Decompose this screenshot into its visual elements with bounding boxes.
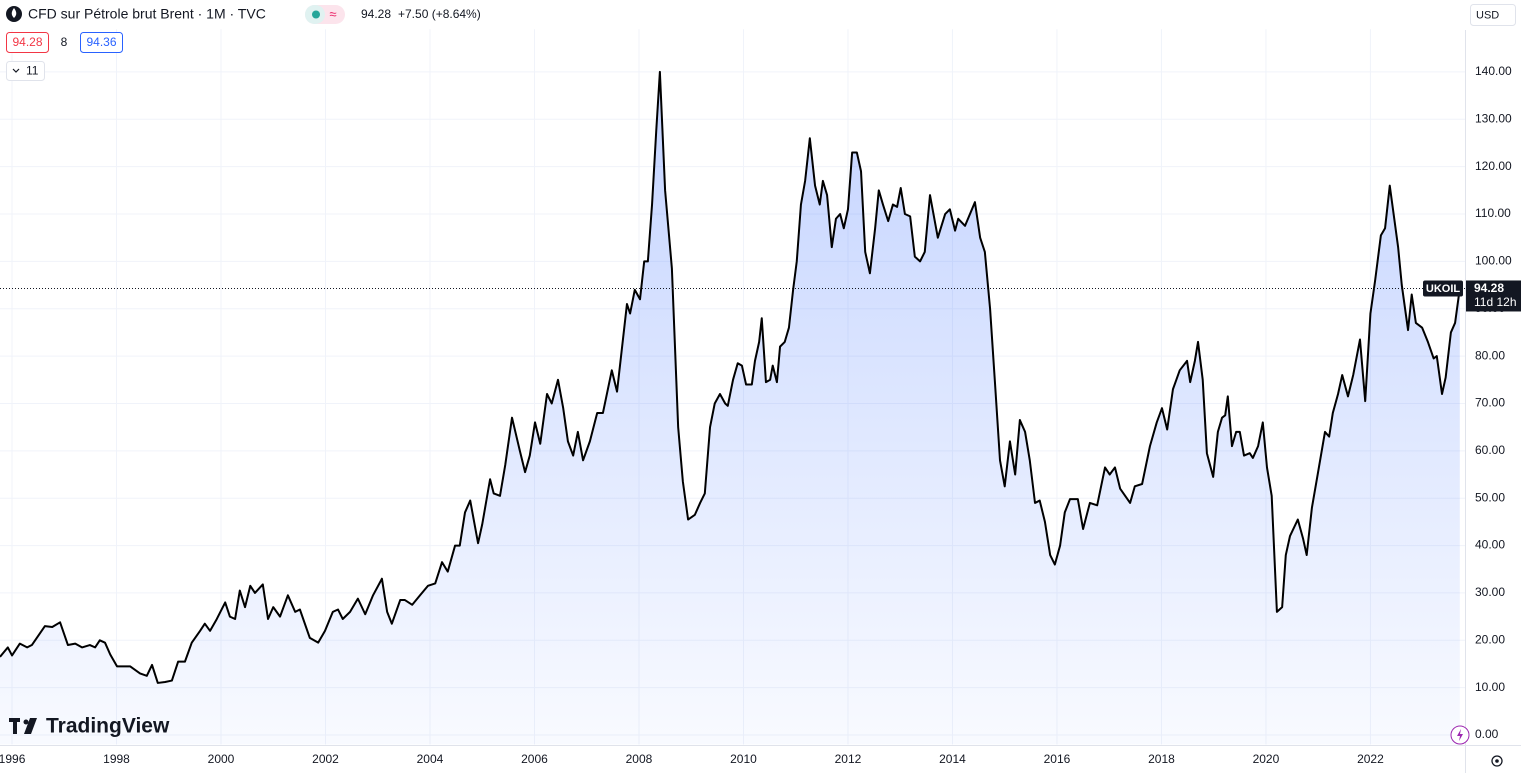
y-tick-label: 80.00	[1475, 348, 1505, 362]
price-badge-countdown: 11d 12h	[1474, 295, 1517, 309]
indicators-count: 11	[26, 64, 39, 78]
watermark-logo	[9, 718, 37, 734]
x-tick-label: 2008	[626, 752, 653, 766]
y-tick-label: 120.00	[1475, 159, 1512, 173]
x-tick-label: 2018	[1148, 752, 1175, 766]
y-tick-label: 100.00	[1475, 254, 1512, 268]
bid-box[interactable]	[6, 32, 49, 53]
x-tick-label: 2004	[417, 752, 444, 766]
x-tick-label: 2006	[521, 752, 548, 766]
x-tick-label: 2014	[939, 752, 966, 766]
x-tick-label: 2020	[1253, 752, 1280, 766]
x-tick-label: 1996	[0, 752, 26, 766]
y-tick-label: 140.00	[1475, 64, 1512, 78]
x-tick-label: 2022	[1357, 752, 1384, 766]
x-tick-label: 2016	[1044, 752, 1071, 766]
symbol-icon-drop	[11, 8, 17, 18]
symbol-badge-label: UKOIL	[1426, 283, 1461, 295]
bid-price: 94.28	[12, 35, 42, 49]
symbol-badge	[1423, 280, 1463, 297]
logo-part	[24, 718, 37, 734]
ask-price: 94.36	[86, 35, 116, 49]
y-tick-label: 50.00	[1475, 490, 1505, 504]
symbol-title[interactable]: CFD sur Pétrole brut Brent · 1M · TVC	[28, 6, 266, 22]
alert-icon	[1457, 729, 1463, 741]
y-tick-label: 130.00	[1475, 111, 1512, 125]
delay-icon: ≈	[329, 6, 336, 21]
market-open-dot	[312, 10, 320, 19]
area-fill	[0, 71, 1460, 745]
y-tick-label: 0.00	[1475, 727, 1499, 741]
ask-box[interactable]	[80, 32, 123, 53]
y-tick-label: 20.00	[1475, 632, 1505, 646]
price-badge	[1466, 280, 1521, 312]
spread: 8	[61, 35, 68, 49]
x-tick-label: 1998	[103, 752, 130, 766]
price-badge-value: 94.28	[1474, 281, 1504, 295]
indicators-toggle[interactable]	[6, 61, 45, 81]
watermark-text: TradingView	[46, 715, 170, 738]
x-tick-label: 2002	[312, 752, 339, 766]
y-tick-label: 10.00	[1475, 680, 1505, 694]
price-line	[0, 70, 1461, 684]
plot-layer	[0, 70, 1465, 745]
x-tick-label: 2012	[835, 752, 862, 766]
currency-button[interactable]	[1470, 4, 1516, 26]
header-price: 94.28	[361, 7, 391, 21]
logo-part	[23, 719, 29, 725]
chevron	[12, 68, 20, 73]
y-tick-label: 110.00	[1475, 206, 1511, 220]
logo-part	[13, 718, 17, 734]
x-tick-label: 2000	[208, 752, 235, 766]
y-tick-label: 30.00	[1475, 585, 1505, 599]
y-tick-label: 70.00	[1475, 396, 1505, 410]
settings-icon	[1495, 759, 1499, 763]
y-tick-label: 60.00	[1475, 443, 1505, 457]
y-tick-label: 40.00	[1475, 538, 1505, 552]
header-change: +7.50 (+8.64%)	[398, 7, 481, 21]
axes-layer: 0.00 10.00 20.00 30.00 40.00 50.00 60.00 70.00 8…	[0, 64, 1512, 766]
currency: USD	[1476, 9, 1499, 21]
x-tick-label: 2010	[730, 752, 757, 766]
settings-button[interactable]	[1491, 755, 1503, 767]
